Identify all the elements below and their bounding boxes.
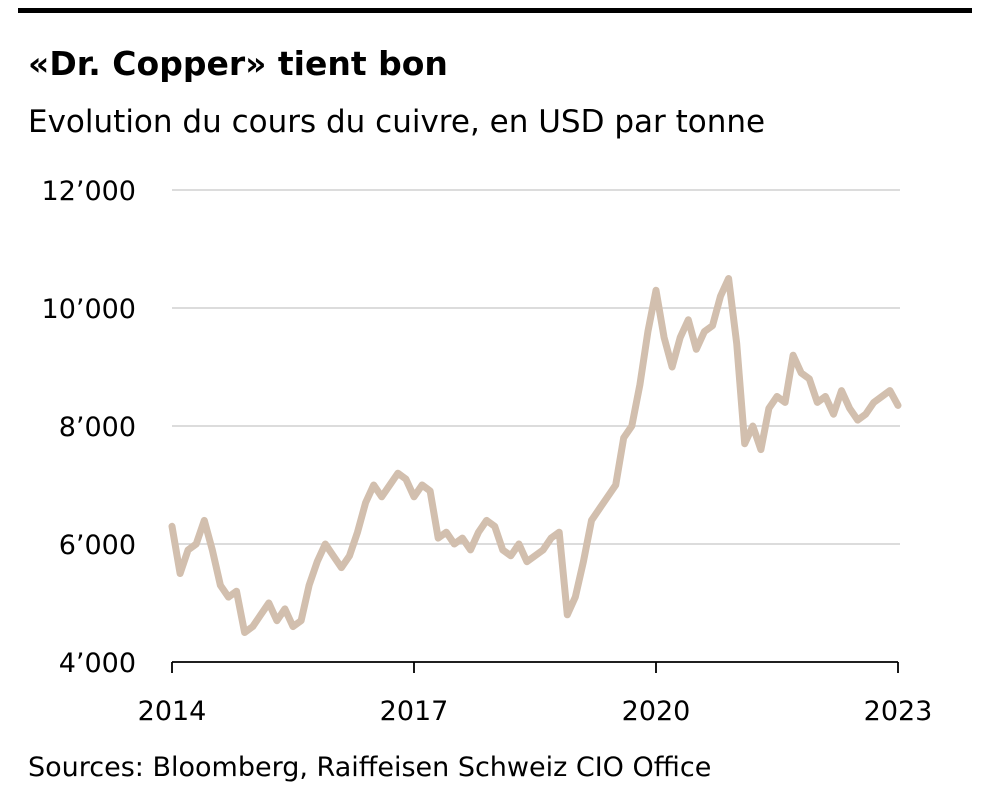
x-tick-label: 2014	[138, 696, 207, 727]
y-tick-label: 10’000	[42, 294, 136, 325]
x-tick-label: 2020	[622, 696, 691, 727]
y-tick-label: 4’000	[59, 648, 136, 679]
y-tick-label: 6’000	[59, 530, 136, 561]
tick-labels: 4’000 6’000 8’000 10’000 12’000 2014 2017 2020 2…	[42, 176, 933, 727]
x-tick-label: 2023	[864, 696, 933, 727]
y-tick-label: 12’000	[42, 176, 136, 207]
chart-title: «Dr. Copper» tient bon	[28, 44, 448, 83]
series-line-copper	[168, 275, 902, 636]
y-tick-label: 8’000	[59, 412, 136, 443]
chart-subtitle: Evolution du cours du cuivre, en USD par…	[28, 104, 766, 140]
top-rule	[18, 8, 972, 13]
source-note: Sources: Bloomberg, Raiffeisen Schweiz C…	[28, 752, 712, 783]
gridlines	[172, 189, 900, 545]
x-axis	[171, 661, 899, 673]
series-layer	[168, 275, 902, 636]
x-tick-label: 2017	[380, 696, 449, 727]
